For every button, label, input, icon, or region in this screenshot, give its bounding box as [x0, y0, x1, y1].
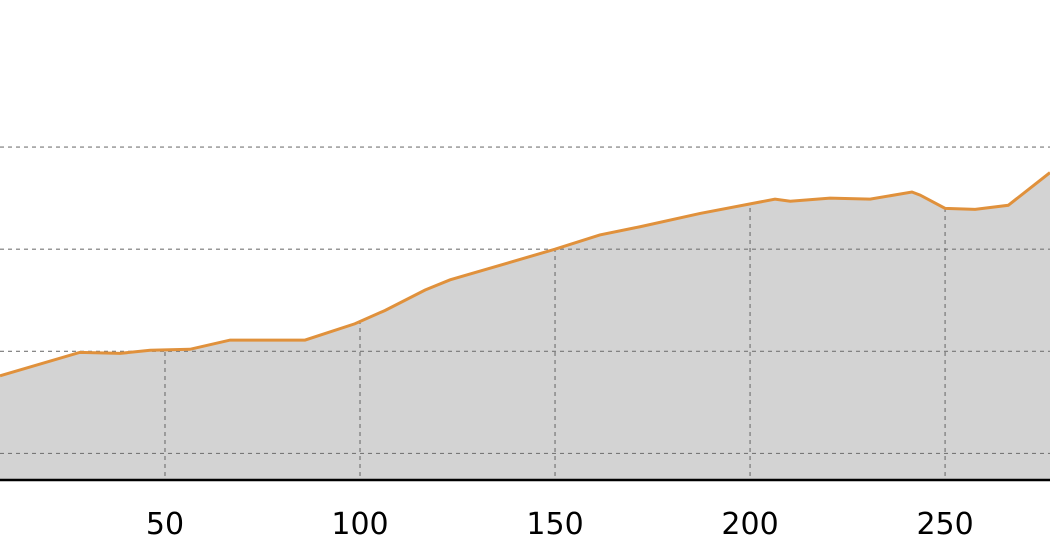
x-tick-label: 150 [526, 507, 583, 542]
x-tick-label: 50 [146, 507, 184, 542]
area-fill [0, 172, 1050, 480]
x-tick-label: 100 [331, 507, 388, 542]
line [0, 171, 1050, 378]
x-tick-label: 200 [721, 507, 778, 542]
x-tick-label: 250 [916, 507, 973, 542]
